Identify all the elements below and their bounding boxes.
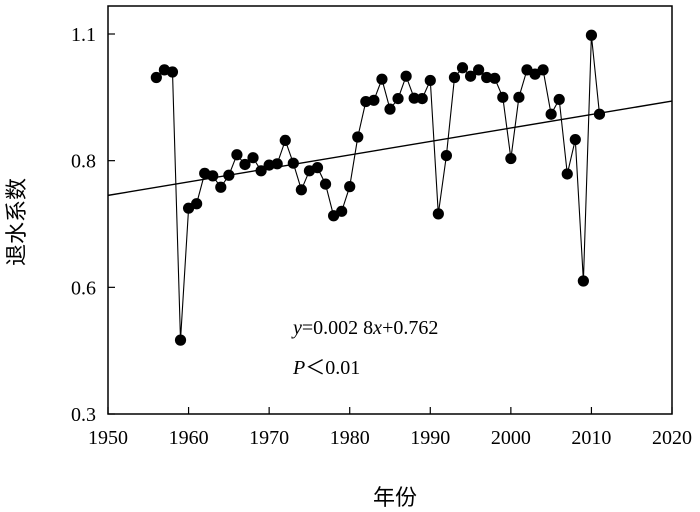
data-point <box>191 198 203 210</box>
equation-y-symbol: y <box>291 317 302 339</box>
x-tick-label: 1950 <box>88 427 128 449</box>
plot-frame <box>107 5 673 415</box>
regression-equation: y=0.002 8x+0.762 <box>291 317 438 339</box>
data-point <box>311 162 324 174</box>
data-point <box>408 92 420 104</box>
data-point <box>545 108 557 120</box>
data-point <box>174 334 187 346</box>
x-tick-label: 1960 <box>169 427 209 449</box>
data-point <box>593 108 606 120</box>
data-point <box>279 134 291 146</box>
data-point <box>255 165 267 177</box>
y-axis-title: 退水系数 <box>4 178 29 266</box>
p-symbol: P <box>292 357 305 379</box>
data-point <box>150 71 162 84</box>
data-point <box>352 131 364 143</box>
data-point <box>561 168 573 180</box>
data-point <box>392 93 404 105</box>
data-point <box>553 93 565 106</box>
x-axis-title: 年份 <box>373 485 417 510</box>
data-point <box>344 181 356 193</box>
data-point <box>166 66 179 78</box>
data-point <box>416 93 428 105</box>
data-point <box>448 71 461 84</box>
data-point <box>247 152 259 164</box>
y-tick-label: 0.8 <box>71 151 96 173</box>
data-point <box>336 205 348 217</box>
data-point <box>271 158 283 170</box>
equation-intercept: +0.762 <box>382 317 438 339</box>
x-tick-label: 1990 <box>410 427 450 449</box>
data-point <box>464 70 477 82</box>
data-point <box>319 178 332 190</box>
data-point <box>537 64 549 76</box>
equation-coefficient: =0.002 8 <box>302 317 373 339</box>
data-point <box>384 103 396 115</box>
data-point <box>400 70 412 82</box>
data-point <box>231 149 243 161</box>
data-point <box>215 181 227 193</box>
data-point <box>424 74 436 87</box>
y-tick-label: 1.1 <box>71 24 96 46</box>
data-point <box>223 169 235 181</box>
data-point <box>287 157 299 169</box>
trend-line <box>107 100 673 197</box>
data-point <box>577 275 589 287</box>
data-point <box>585 29 598 41</box>
data-point <box>440 150 452 162</box>
data-point <box>456 62 469 74</box>
p-threshold: ＜0.01 <box>305 357 360 379</box>
x-tick-label: 2000 <box>491 427 531 449</box>
x-tick-label: 2020 <box>652 427 692 449</box>
x-tick-label: 1970 <box>249 427 289 449</box>
data-point <box>489 72 501 84</box>
data-point <box>481 71 493 84</box>
data-point <box>432 208 444 220</box>
equation-x-symbol: x <box>372 317 382 339</box>
data-point <box>473 64 485 76</box>
data-point <box>497 91 509 103</box>
p-value-label: P＜0.01 <box>292 357 360 379</box>
data-point <box>569 133 581 146</box>
data-point <box>368 94 380 106</box>
y-tick-label: 0.6 <box>71 277 96 299</box>
x-tick-label: 1980 <box>330 427 370 449</box>
data-point <box>376 73 388 85</box>
y-tick-label: 0.3 <box>71 404 96 426</box>
data-point <box>513 91 525 103</box>
x-tick-label: 2010 <box>571 427 611 449</box>
data-point <box>207 170 219 182</box>
plot-area: 1950 1960 1970 1980 1990 2000 2010 2020 0.3 0.6 0.… <box>71 5 692 449</box>
data-point <box>239 158 251 171</box>
data-point <box>505 152 517 165</box>
data-point <box>295 184 307 196</box>
